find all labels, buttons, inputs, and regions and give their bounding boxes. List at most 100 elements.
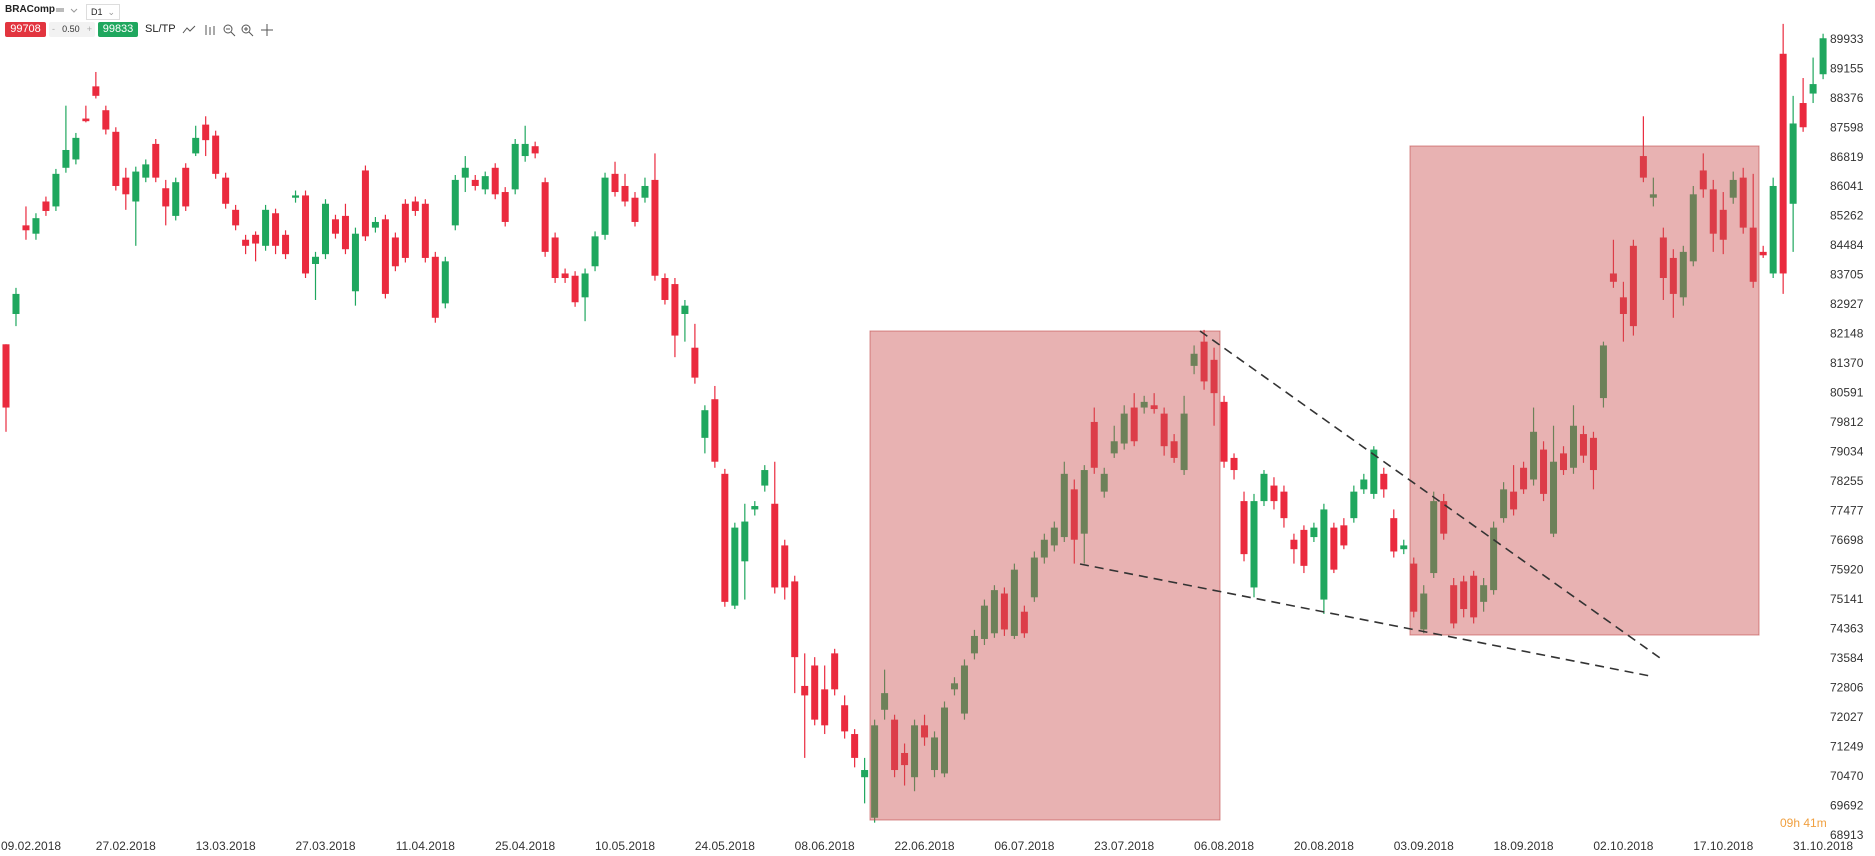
x-tick-label: 06.08.2018 [1194,839,1254,853]
candle-body [1380,473,1388,490]
candle-body [1709,189,1717,234]
candle-body [142,164,150,178]
x-tick-label: 22.06.2018 [894,839,954,853]
x-tick-label: 06.07.2018 [994,839,1054,853]
candle-body [1040,539,1048,558]
y-tick-label: 77477 [1830,504,1864,518]
candle-body [641,185,649,198]
candle-body [1220,401,1228,462]
candle-body [1360,479,1368,490]
candle-body [1150,405,1158,410]
x-tick-label: 18.09.2018 [1494,839,1554,853]
spread[interactable]: -0.50 + [49,22,95,37]
x-tick-label: 20.08.2018 [1294,839,1354,853]
candle-body [441,261,449,304]
y-tick-label: 85262 [1830,209,1864,223]
candle-body [1450,585,1458,624]
symbol[interactable]: BRAComp [5,4,55,15]
x-tick-label: 23.07.2018 [1094,839,1154,853]
candle-body [1180,413,1188,471]
y-tick-label: 79812 [1830,415,1864,429]
y-tick-label: 82927 [1830,297,1864,311]
candle-body [92,86,100,96]
trend-line[interactable] [1199,330,1661,659]
y-tick-label: 74363 [1830,622,1864,636]
trend-line[interactable] [1079,563,1651,677]
spread-value: 0.50 [62,24,80,34]
candle-body [1290,539,1298,550]
candle-body [302,195,310,274]
candle-body [821,689,829,726]
candle-body [132,171,140,202]
candle-body [1530,431,1538,480]
candle-body [1540,449,1548,494]
candle-body [1480,585,1488,602]
y-tick-label: 71249 [1830,740,1864,754]
candle-body [112,131,120,186]
candle-body [1140,401,1148,408]
candle-body [1560,453,1568,471]
candle-body [232,209,240,226]
candle-body [601,177,609,235]
dropdown-icon[interactable] [70,5,78,15]
candle-body [1100,473,1108,492]
candle-body [1460,581,1468,610]
candle-body [1010,569,1018,636]
candle-body [990,590,998,634]
x-tick-label: 25.04.2018 [495,839,555,853]
candle-body [381,219,389,294]
candle-body [1130,407,1138,442]
y-tick-label: 81370 [1830,356,1864,370]
rectangle-drawing[interactable] [1409,145,1760,636]
candle-body [1719,209,1727,240]
candle-body [1020,611,1028,634]
candle-body [1030,557,1038,598]
zoom-out-icon[interactable] [222,23,236,37]
candle-body [1370,449,1378,494]
candle-body [401,203,409,258]
candle-body [202,124,210,141]
sl-tp-button[interactable]: SL/TP [145,23,176,35]
candle-body [571,275,579,303]
indicator-icon[interactable] [182,23,196,37]
candle-body [52,173,60,207]
candle-body [1550,461,1558,534]
candle-body [960,665,968,714]
rectangle-drawing[interactable] [869,330,1221,821]
candle-body [12,293,20,314]
candle-body [731,527,739,606]
candles [2,23,1827,823]
candle-body [1729,179,1737,198]
crosshair-icon[interactable] [260,23,274,37]
candle-body [222,177,230,204]
candle-body [82,118,90,122]
candle-body [591,236,599,267]
candle-body [891,719,899,771]
chart-type-icon[interactable] [55,5,67,15]
candle-body [771,503,779,588]
candle-body [22,225,30,231]
timeframe-select[interactable]: D1 ⌄ [86,4,121,20]
candle-body [781,545,789,588]
candle-body [62,149,70,168]
candles-icon[interactable] [203,23,217,37]
candle-body [321,203,329,255]
zoom-in-icon[interactable] [240,23,254,37]
candle-body [1390,518,1398,552]
buy-button[interactable]: 99833 [98,22,138,37]
y-tick-label: 72027 [1830,710,1864,724]
candle-body [1470,575,1478,618]
y-tick-label: 68913 [1830,828,1864,842]
candle-body [481,176,489,190]
candle-body [1400,545,1408,550]
candle-body [621,185,629,202]
axes: 68913 69692 70470 71249 72027 72806 73584 74363… [1,32,1864,853]
x-tick-label: 17.10.2018 [1693,839,1753,853]
candle-body [581,273,589,298]
candle-body [1270,485,1278,502]
candle-body [1310,527,1318,538]
candle-body [1410,563,1418,612]
sell-button[interactable]: 99708 [5,22,46,37]
drawings [869,145,1760,821]
candle-body [1160,413,1168,447]
